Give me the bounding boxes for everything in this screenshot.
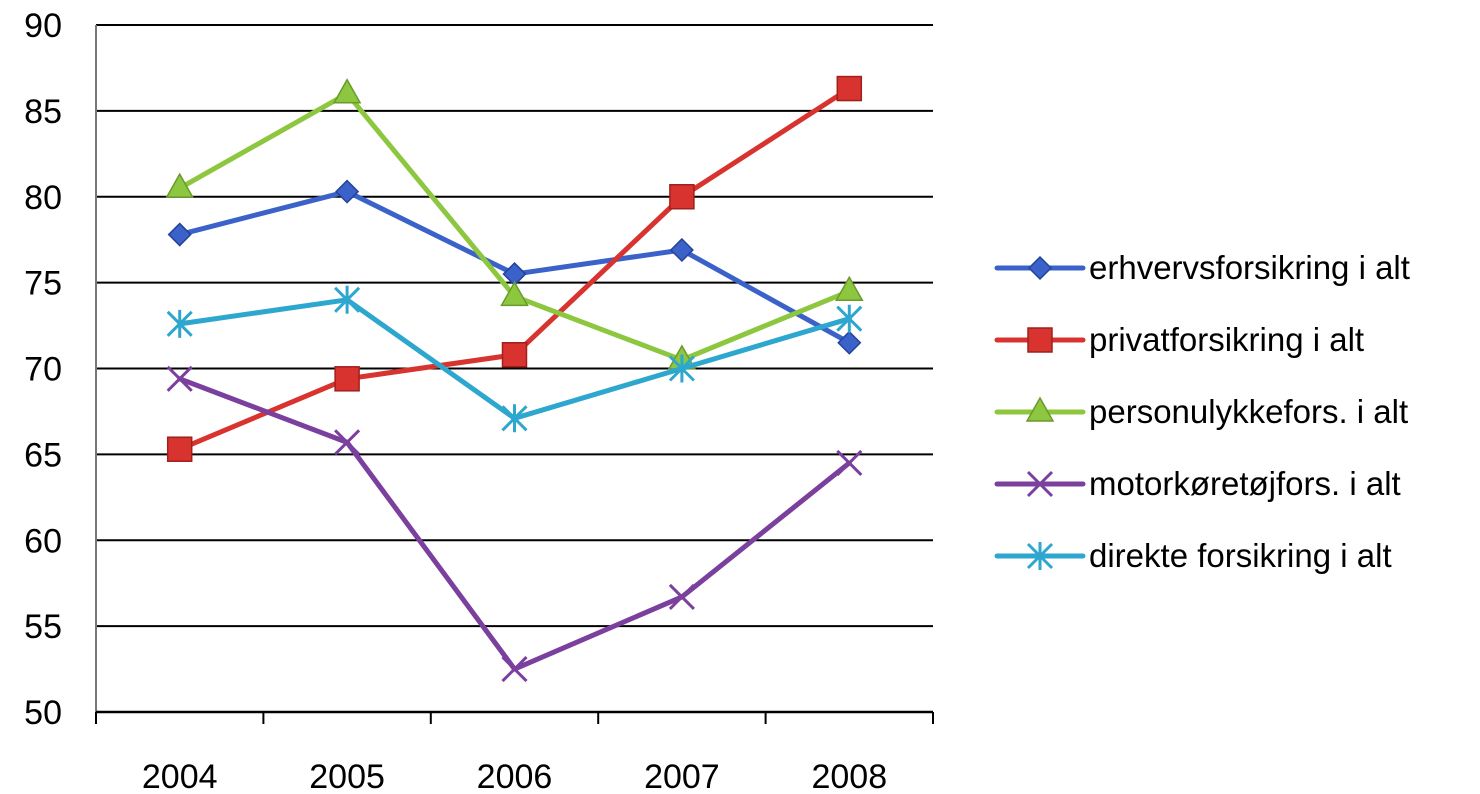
legend-entry: privatforsikring i alt: [994, 321, 1364, 358]
legend-label: erhvervsforsikring i alt: [1089, 249, 1410, 286]
x-tick-label: 2007: [644, 758, 720, 794]
legend-label: direkte forsikring i alt: [1089, 537, 1392, 574]
data-point-x: [836, 449, 863, 477]
y-tick-label: 55: [24, 608, 62, 646]
x-tick-label: 2005: [309, 758, 385, 794]
data-point-square: [836, 75, 863, 102]
data-point-diamond: [167, 222, 192, 247]
data-point-asterisk: [501, 404, 528, 433]
legend-label: personulykkefors. i alt: [1089, 393, 1408, 430]
x-tick-label: 2004: [142, 758, 218, 794]
y-tick-label: 70: [24, 351, 62, 389]
y-tick-label: 85: [24, 93, 62, 131]
data-point-x: [334, 429, 361, 456]
data-point-square: [334, 366, 360, 392]
axes: [95, 25, 934, 724]
data-point-triangle: [835, 275, 864, 301]
y-tick-label: 60: [24, 522, 62, 560]
y-tick-label: 50: [24, 694, 62, 732]
data-point-x: [1026, 470, 1054, 498]
data-point-x: [668, 583, 695, 610]
series-3: [165, 78, 864, 370]
legend-entry: erhvervsforsikring i alt: [994, 249, 1410, 286]
legend-label: motorkøretøjfors. i alt: [1089, 465, 1401, 502]
data-point-asterisk: [166, 309, 193, 338]
legend: erhvervsforsikring i alt privatforsikring…: [994, 249, 1410, 574]
y-tick-label: 90: [24, 7, 62, 45]
x-axis-ticks: 2004 2005 2006 2007 2008: [142, 758, 887, 794]
data-point-x: [501, 656, 528, 683]
data-point-diamond: [1027, 255, 1053, 281]
data-point-x: [166, 365, 193, 392]
legend-entry: motorkøretøjfors. i alt: [994, 465, 1401, 502]
data-point-square: [669, 184, 695, 210]
series-line: [177, 91, 852, 363]
series-group: [165, 75, 864, 683]
data-point-asterisk: [836, 304, 863, 333]
legend-entry: direkte forsikring i alt: [994, 537, 1392, 574]
y-tick-label: 65: [24, 436, 62, 474]
data-point-square: [501, 342, 528, 368]
data-point-asterisk: [334, 285, 361, 314]
series-4: [166, 365, 863, 683]
x-tick-label: 2006: [477, 758, 553, 794]
y-tick-label: 75: [24, 265, 62, 303]
data-point-square: [166, 436, 193, 462]
y-axis-ticks: 50 55 60 65 70 75 80 85 90: [24, 7, 62, 732]
data-point-diamond: [335, 179, 360, 204]
data-point-asterisk: [668, 354, 695, 383]
data-point-asterisk: [1026, 542, 1054, 570]
data-point-diamond: [837, 330, 862, 355]
data-point-square: [1027, 327, 1053, 353]
x-tick-label: 2008: [811, 758, 887, 794]
legend-entry: personulykkefors. i alt: [994, 393, 1408, 430]
data-point-triangle: [500, 280, 529, 307]
legend-label: privatforsikring i alt: [1089, 321, 1364, 358]
data-point-triangle: [332, 78, 362, 104]
y-tick-label: 80: [24, 179, 62, 217]
series-2: [166, 75, 863, 462]
data-point-triangle: [1025, 396, 1055, 422]
data-point-diamond: [669, 237, 694, 263]
data-point-triangle: [165, 172, 194, 198]
series-5: [166, 285, 863, 433]
